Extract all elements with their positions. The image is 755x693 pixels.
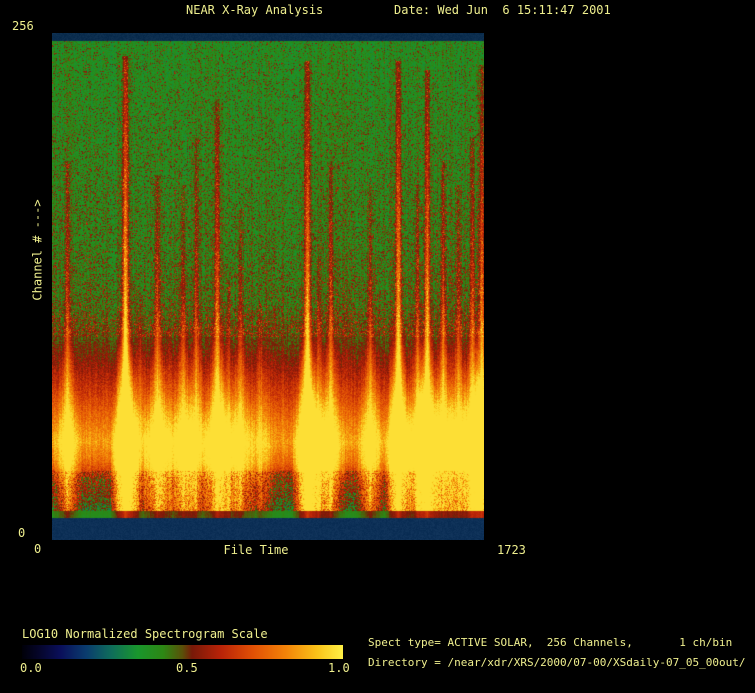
y-axis-title: Channel # ---> bbox=[30, 199, 45, 301]
spect-type-line: Spect type= ACTIVE SOLAR, 256 Channels, … bbox=[368, 636, 733, 649]
header-date: Date: Wed Jun 6 15:11:47 2001 bbox=[394, 3, 611, 17]
directory-line: Directory = /near/xdr/XRS/2000/07-00/XSd… bbox=[368, 656, 746, 669]
x-axis-min-label: 0 bbox=[34, 542, 42, 556]
y-axis-max-label: 256 bbox=[12, 19, 34, 33]
page-title: NEAR X-Ray Analysis bbox=[186, 3, 324, 17]
colorbar-tick-max: 1.0 bbox=[328, 661, 350, 675]
colorbar-label: LOG10 Normalized Spectrogram Scale bbox=[22, 627, 268, 641]
spectrogram-canvas bbox=[52, 33, 484, 540]
x-axis-max-label: 1723 bbox=[497, 543, 526, 557]
y-axis-min-label: 0 bbox=[18, 526, 26, 540]
colorbar-tick-min: 0.0 bbox=[20, 661, 42, 675]
colorbar-gradient bbox=[22, 645, 343, 659]
x-axis-title: File Time bbox=[223, 543, 289, 557]
colorbar-tick-mid: 0.5 bbox=[176, 661, 198, 675]
